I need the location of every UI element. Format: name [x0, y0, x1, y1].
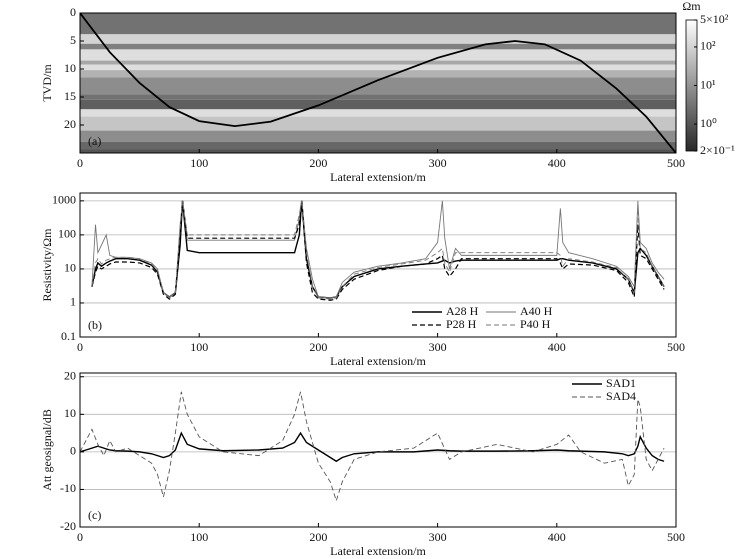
y-tick-label: 10	[64, 261, 76, 275]
panel-label: (b)	[88, 318, 102, 332]
x-tick-label: 100	[190, 156, 208, 170]
line-series	[80, 431, 665, 463]
x-tick-label: 500	[667, 156, 685, 170]
layer	[80, 99, 676, 110]
legend-label: A40 H	[520, 304, 553, 318]
colorbar-tick-label: 10²	[700, 39, 716, 53]
legend-label: A28 H	[446, 304, 479, 318]
layer	[80, 116, 676, 131]
layer	[80, 43, 676, 50]
plot-frame	[79, 372, 677, 528]
layer	[80, 60, 676, 65]
plot-frame	[79, 12, 677, 154]
x-tick-label: 0	[77, 530, 83, 544]
x-tick-label: 500	[667, 530, 685, 544]
x-tick-label: 200	[309, 156, 327, 170]
line-series	[91, 200, 665, 299]
x-tick-label: 300	[429, 530, 447, 544]
layer	[80, 64, 676, 71]
x-tick-label: 400	[548, 340, 566, 354]
y-tick-label: -10	[60, 481, 76, 495]
legend-label: P28 H	[446, 317, 477, 331]
colorbar-label: Ωm	[682, 0, 701, 13]
x-tick-label: 400	[548, 530, 566, 544]
panel-label: (c)	[88, 508, 101, 522]
legend-label: SAD4	[606, 389, 636, 403]
y-tick-label: 1000	[52, 193, 76, 207]
x-tick-label: 0	[77, 340, 83, 354]
layer	[80, 49, 676, 61]
layer	[80, 70, 676, 78]
layer	[80, 13, 676, 35]
y-tick-label: 20	[64, 369, 76, 383]
y-axis-label: Att geosignal/dB	[40, 409, 54, 491]
layer	[80, 34, 676, 44]
y-tick-label: 20	[64, 117, 76, 131]
x-tick-label: 200	[309, 530, 327, 544]
colorbar-tick-label: 5×10²	[700, 12, 729, 26]
legend-label: P40 H	[520, 317, 551, 331]
y-tick-label: 15	[64, 89, 76, 103]
layer	[80, 94, 676, 100]
legend-label: SAD1	[606, 376, 636, 390]
y-tick-label: 100	[58, 227, 76, 241]
y-tick-label: 10	[64, 406, 76, 420]
x-tick-label: 300	[429, 340, 447, 354]
x-tick-label: 100	[190, 530, 208, 544]
y-tick-label: 5	[70, 33, 76, 47]
x-tick-label: 100	[190, 340, 208, 354]
x-axis-label: Lateral extension/m	[330, 170, 426, 184]
layer	[80, 109, 676, 117]
colorbar-tick-label: 10⁰	[700, 116, 717, 130]
colorbar-tick-label: 2×10⁻¹	[700, 143, 735, 157]
x-tick-label: 200	[309, 340, 327, 354]
layer	[80, 141, 676, 150]
y-tick-label: -20	[60, 519, 76, 533]
y-axis-label: Resistivity/Ωm	[40, 228, 54, 302]
trajectory	[80, 13, 676, 153]
layer	[80, 149, 676, 153]
colorbar-tick-label: 10¹	[700, 77, 716, 91]
line-series	[91, 200, 665, 299]
y-tick-label: 1	[70, 295, 76, 309]
line-series	[91, 200, 665, 301]
line-series	[80, 391, 665, 503]
x-tick-label: 0	[77, 156, 83, 170]
y-tick-label: 0	[70, 5, 76, 19]
panel-label: (a)	[88, 134, 101, 148]
layer	[80, 130, 676, 142]
y-tick-label: 10	[64, 61, 76, 75]
y-tick-label: 0	[70, 444, 76, 458]
x-tick-label: 400	[548, 156, 566, 170]
x-tick-label: 500	[667, 340, 685, 354]
x-axis-label: Lateral extension/m	[330, 354, 426, 368]
plot-frame	[79, 192, 677, 338]
y-axis-label: TVD/m	[40, 64, 54, 102]
x-axis-label: Lateral extension/m	[330, 544, 426, 558]
layer	[80, 77, 676, 95]
x-tick-label: 300	[429, 156, 447, 170]
y-tick-label: 0.1	[61, 329, 76, 343]
line-series	[91, 200, 665, 300]
